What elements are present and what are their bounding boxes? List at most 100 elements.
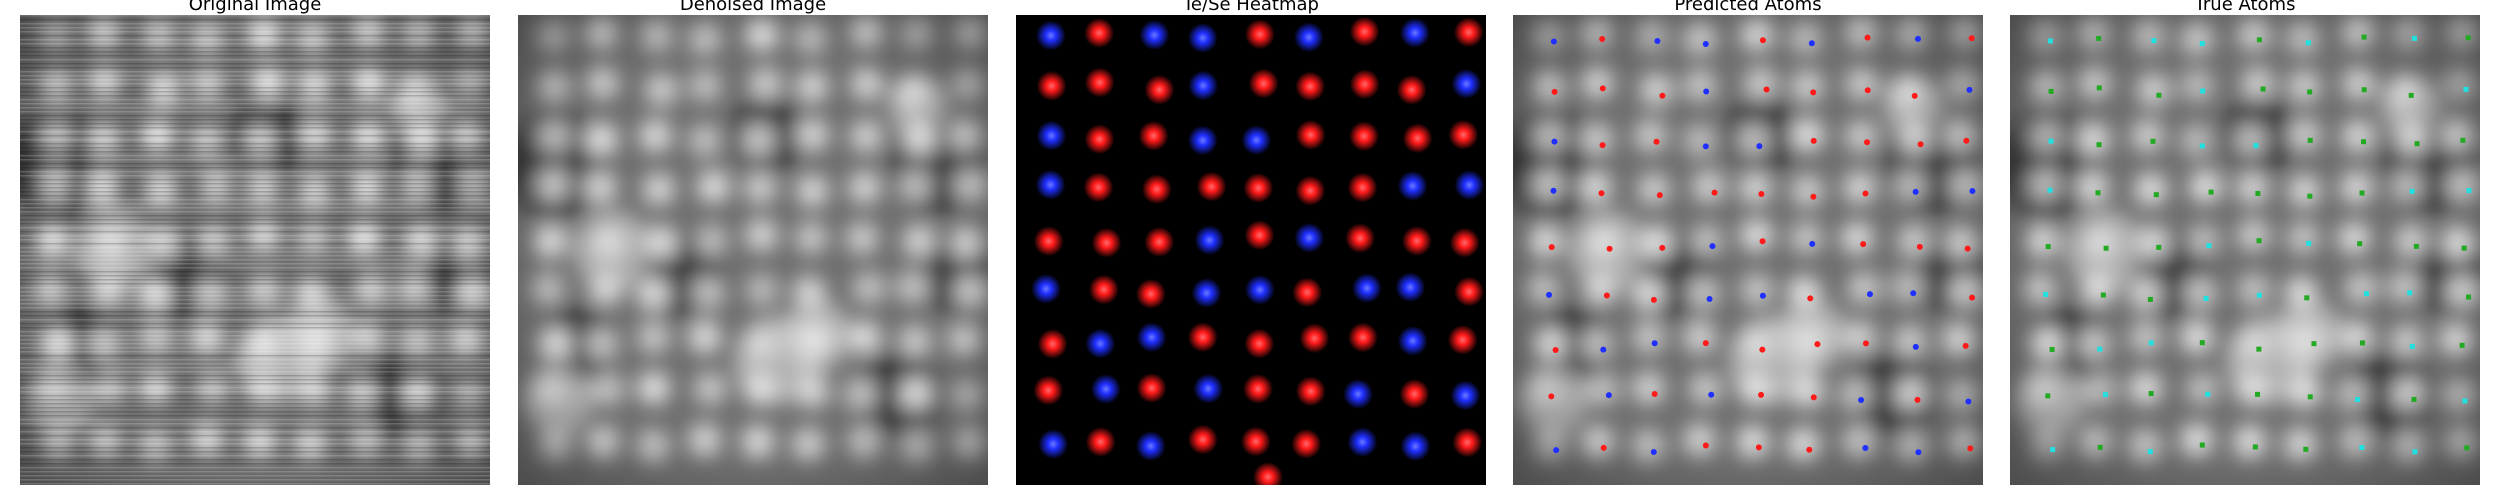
predicted-atom-te — [1606, 245, 1613, 252]
predicted-atom-te — [1759, 238, 1766, 245]
heatmap-peak-te — [1243, 172, 1274, 203]
scan-line — [20, 155, 490, 157]
scan-line — [20, 423, 490, 425]
scan-line — [20, 63, 490, 65]
scan-line — [20, 95, 490, 97]
predicted-atom-se — [1969, 188, 1976, 195]
scan-line — [20, 183, 490, 185]
scan-line — [20, 243, 490, 245]
heatmap-peak-te — [1402, 123, 1433, 154]
heatmap-peak-te — [1136, 373, 1167, 404]
scan-line — [20, 279, 490, 281]
heatmap-peak-se — [1294, 222, 1325, 253]
predicted-atom-te — [1758, 391, 1765, 398]
scan-line — [20, 483, 490, 485]
scan-line — [20, 327, 490, 329]
heatmap-peak-se — [1136, 322, 1167, 353]
true-atom-te — [2357, 241, 2363, 247]
scan-line — [20, 343, 490, 345]
true-atom-te — [2103, 245, 2109, 251]
predicted-atom-te — [1702, 442, 1709, 449]
scan-line — [20, 303, 490, 305]
true-atom-te — [2359, 190, 2365, 196]
true-atom-te — [2361, 87, 2367, 93]
scan-line — [20, 171, 490, 173]
heatmap-peak-se — [1399, 17, 1430, 48]
scan-line — [20, 295, 490, 297]
scan-line — [20, 443, 490, 445]
panel-heatmap: Te/Se Heatmap — [1016, 0, 1486, 500]
predicted-atom-se — [1759, 292, 1766, 299]
true-atom-te — [2361, 34, 2367, 40]
heatmap-peak-te — [1088, 274, 1119, 305]
heatmap-peak-se — [1188, 70, 1219, 101]
predicted-atom-se — [1914, 35, 1921, 42]
true-atom-te — [2307, 394, 2313, 400]
heatmap-peak-te — [1453, 17, 1484, 48]
true-atom-te — [2153, 192, 2159, 198]
scan-line — [20, 395, 490, 397]
scan-line — [20, 247, 490, 249]
heatmap-peak-te — [1295, 376, 1326, 407]
heatmap-peak-se — [1241, 125, 1272, 156]
predicted-atom-te — [1814, 341, 1821, 348]
heatmap-peak-se — [1343, 379, 1374, 410]
predicted-atom-te — [1810, 193, 1817, 200]
scan-line — [20, 347, 490, 349]
true-atom-te — [2411, 396, 2417, 402]
predicted-atom-se — [1706, 295, 1713, 302]
predicted-atom-te — [1650, 296, 1657, 303]
predicted-atom-te — [1763, 86, 1770, 93]
heatmap-peak-te — [1141, 174, 1172, 205]
heatmap-peak-te — [1135, 278, 1166, 309]
scan-line — [20, 411, 490, 413]
vignette — [1513, 15, 1983, 485]
vignette — [20, 15, 490, 485]
predicted-atom-te — [1862, 190, 1869, 197]
heatmap-peak-te — [1349, 69, 1380, 100]
predicted-atom-se — [1866, 291, 1873, 298]
heatmap-peak-te — [1452, 427, 1483, 458]
true-atom-se — [2047, 38, 2053, 44]
heatmap-peak-te — [1083, 172, 1114, 203]
scan-line — [20, 459, 490, 461]
heatmap-peak-te — [1144, 74, 1175, 105]
true-atom-se — [2363, 291, 2369, 297]
heatmap-peak-te — [1033, 226, 1064, 257]
predicted-atoms-image — [1513, 15, 1983, 485]
scan-line — [20, 51, 490, 53]
true-atom-se — [2147, 449, 2153, 455]
true-atom-se — [2148, 340, 2154, 346]
true-atom-te — [2095, 190, 2101, 196]
true-atom-se — [2407, 290, 2413, 296]
scan-line — [20, 59, 490, 61]
heatmap-peak-te — [1396, 74, 1427, 105]
scan-line — [20, 371, 490, 373]
scan-line — [20, 207, 490, 209]
true-atom-te — [2148, 391, 2154, 397]
true-atom-te — [2256, 37, 2262, 43]
predicted-atom-te — [1599, 35, 1606, 42]
heatmap-peak-te — [1449, 227, 1480, 258]
heatmap-peak-se — [1035, 20, 1066, 51]
scan-line — [20, 87, 490, 89]
predicted-atom-se — [1702, 143, 1709, 150]
true-atom-te — [2045, 244, 2051, 250]
true-atom-te — [2045, 393, 2051, 399]
predicted-atom-se — [1708, 391, 1715, 398]
true-atom-se — [2466, 188, 2472, 194]
scan-line — [20, 263, 490, 265]
heatmap-peak-se — [1194, 225, 1225, 256]
scan-line — [20, 311, 490, 313]
true-atom-te — [2307, 89, 2313, 95]
predicted-atom-se — [1546, 291, 1553, 298]
scan-line — [20, 135, 490, 137]
scan-line — [20, 419, 490, 421]
predicted-atom-te — [1810, 137, 1817, 144]
panel-predicted: Predicted Atoms — [1513, 0, 1983, 500]
scan-line — [20, 223, 490, 225]
scan-line — [20, 335, 490, 337]
heatmap-peak-te — [1244, 328, 1275, 359]
heatmap-peak-se — [1191, 277, 1222, 308]
predicted-atom-te — [1603, 292, 1610, 299]
